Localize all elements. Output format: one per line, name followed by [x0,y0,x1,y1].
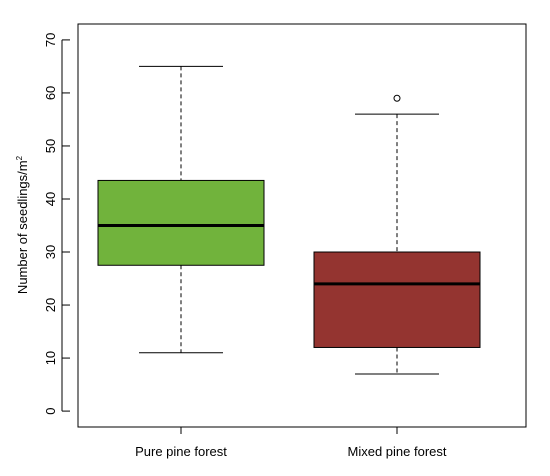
outlier-point [393,94,401,102]
x-axis-labels: Pure pine forest Mixed pine forest [135,427,447,459]
y-axis-label-superscript: 2 [15,155,24,160]
y-tick-label: 50 [43,139,58,153]
plot-area-frame [77,23,527,428]
y-axis: 0 10 20 30 40 50 60 70 [43,33,70,415]
y-tick-label: 40 [43,192,58,206]
y-tick-label: 70 [43,33,58,47]
y-tick-label: 10 [43,351,58,365]
y-axis-label-main: Number of seedlings/m [15,160,30,294]
y-axis-label: Number of seedlings/m2 [15,155,30,294]
y-tick-label: 30 [43,245,58,259]
iqr-box [97,179,265,266]
y-tick-label: 20 [43,298,58,312]
x-tick-label: Pure pine forest [135,444,227,459]
x-tick-label: Mixed pine forest [348,444,447,459]
box-2 [313,94,481,375]
y-tick-label: 0 [43,407,58,414]
boxes-layer [97,65,481,375]
y-tick-label: 60 [43,86,58,100]
box-1 [97,65,265,354]
iqr-box [313,251,481,348]
